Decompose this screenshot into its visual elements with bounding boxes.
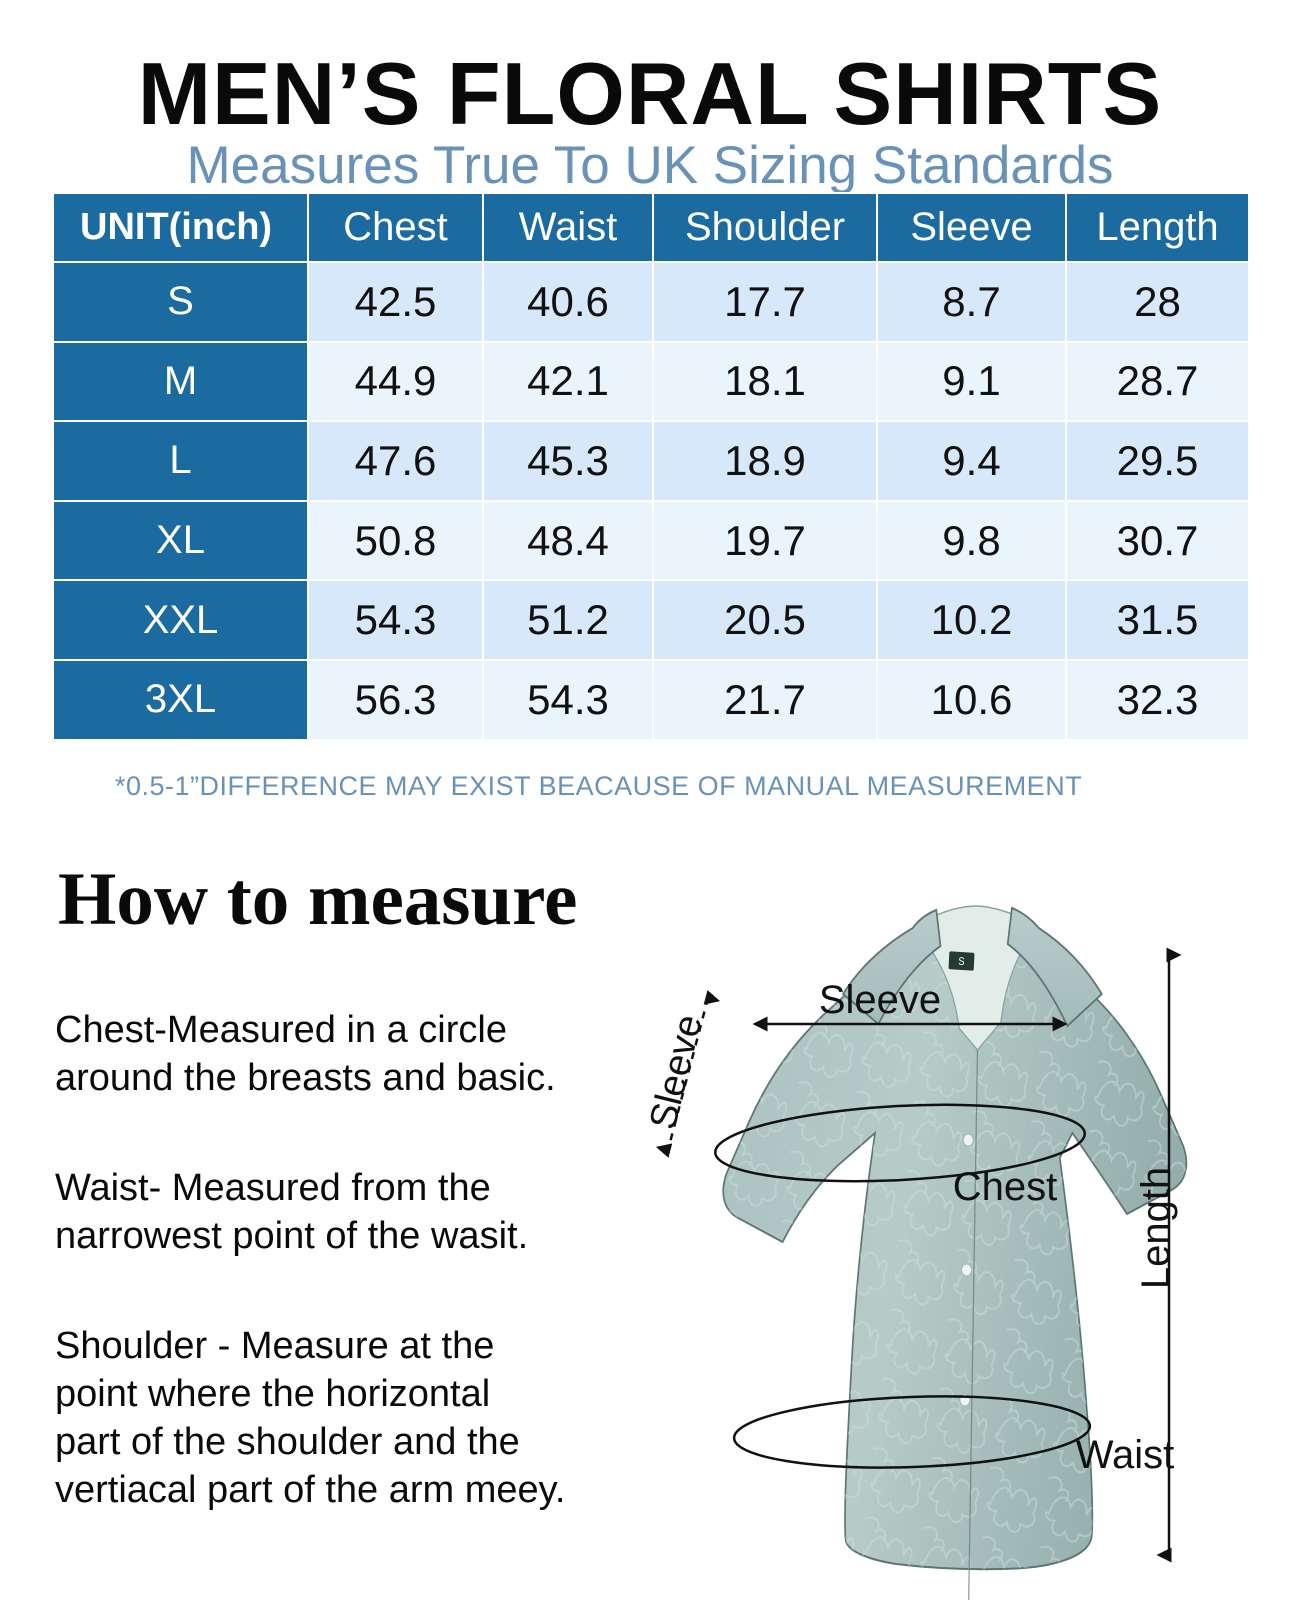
svg-text:Sleeve: Sleeve	[650, 1011, 711, 1134]
svg-text:Length: Length	[1134, 1167, 1178, 1289]
svg-text:Waist: Waist	[1076, 1433, 1175, 1477]
svg-text:S: S	[958, 956, 965, 968]
svg-text:Sleeve: Sleeve	[819, 978, 941, 1022]
svg-text:Chest: Chest	[953, 1165, 1058, 1209]
